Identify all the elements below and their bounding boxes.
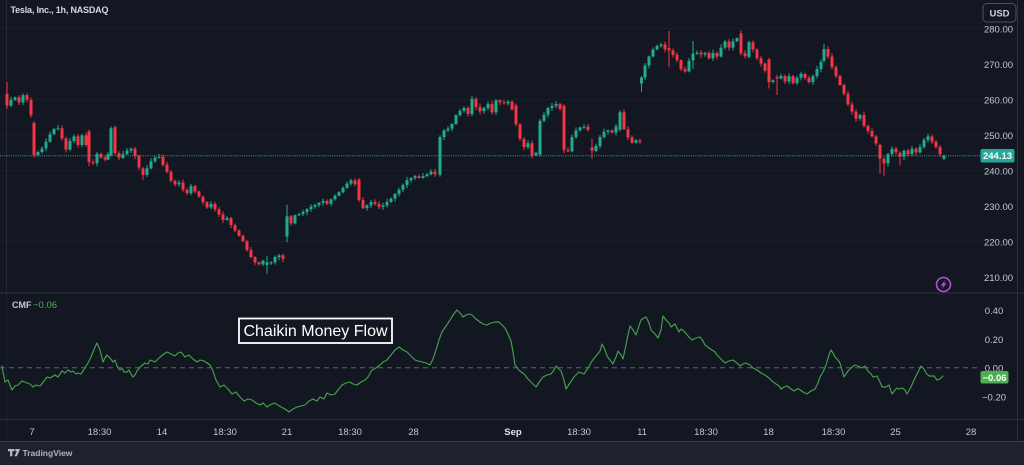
svg-text:18: 18 xyxy=(763,427,774,438)
svg-text:Tesla, Inc., 1h, NASDAQ: Tesla, Inc., 1h, NASDAQ xyxy=(11,5,109,15)
svg-text:270.00: 270.00 xyxy=(984,60,1013,71)
svg-text:0.00: 0.00 xyxy=(985,364,1004,375)
svg-text:−0.20: −0.20 xyxy=(982,392,1006,403)
svg-text:260.00: 260.00 xyxy=(984,95,1013,106)
svg-text:14: 14 xyxy=(157,427,168,438)
svg-text:0.40: 0.40 xyxy=(985,306,1004,317)
svg-text:250.00: 250.00 xyxy=(984,131,1013,142)
svg-text:11: 11 xyxy=(637,427,647,438)
svg-text:18:30: 18:30 xyxy=(567,427,591,438)
svg-text:7: 7 xyxy=(29,427,34,438)
svg-text:Chaikin Money Flow: Chaikin Money Flow xyxy=(243,323,388,340)
svg-text:230.00: 230.00 xyxy=(984,202,1013,213)
svg-text:18:30: 18:30 xyxy=(338,427,362,438)
svg-text:280.00: 280.00 xyxy=(984,24,1013,35)
svg-text:28: 28 xyxy=(966,427,977,438)
svg-text:TradingView: TradingView xyxy=(23,448,73,458)
svg-text:21: 21 xyxy=(282,427,293,438)
svg-text:Sep: Sep xyxy=(504,427,522,438)
svg-text:−0.06: −0.06 xyxy=(982,373,1006,384)
svg-text:18:30: 18:30 xyxy=(822,427,846,438)
svg-text:28: 28 xyxy=(408,427,419,438)
svg-text:240.00: 240.00 xyxy=(984,166,1013,177)
svg-text:25: 25 xyxy=(890,427,901,438)
svg-text:220.00: 220.00 xyxy=(984,237,1013,248)
svg-text:−0.06: −0.06 xyxy=(33,300,57,311)
svg-text:18:30: 18:30 xyxy=(694,427,718,438)
svg-text:18:30: 18:30 xyxy=(213,427,237,438)
svg-text:210.00: 210.00 xyxy=(984,273,1013,284)
svg-text:USD: USD xyxy=(989,9,1009,20)
svg-text:CMF: CMF xyxy=(12,300,32,310)
svg-text:18:30: 18:30 xyxy=(88,427,112,438)
svg-text:244.13: 244.13 xyxy=(983,151,1012,162)
svg-text:0.20: 0.20 xyxy=(985,335,1004,346)
